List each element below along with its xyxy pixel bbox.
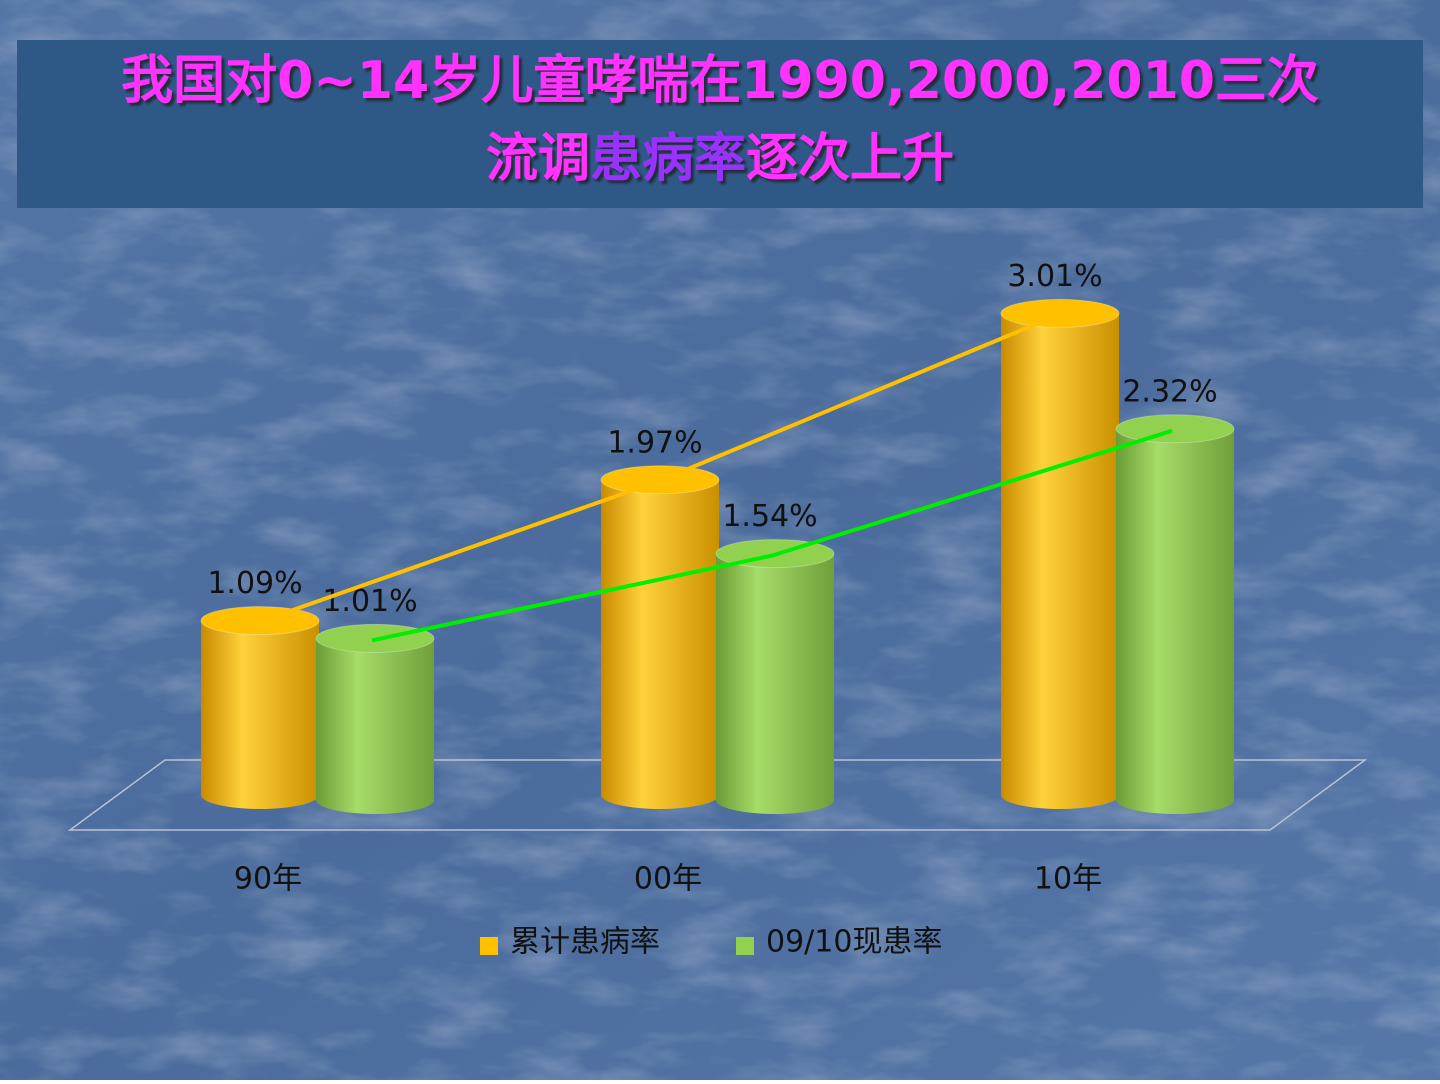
cylinder-top — [1000, 298, 1120, 328]
cylinder-body — [716, 553, 834, 800]
value-label: 1.97% — [607, 425, 702, 460]
cylinder-bottom — [201, 781, 319, 809]
legend-swatch — [736, 937, 754, 955]
legend-label: 09/10现患率 — [766, 925, 942, 960]
cylinder-bottom — [716, 786, 834, 814]
value-label: 1.54% — [722, 499, 817, 534]
cylinder-body — [316, 638, 434, 800]
chart-title: 我国对0~14岁儿童哮喘在1990,2000,2010三次 — [121, 51, 1319, 111]
cylinder-top — [1115, 414, 1235, 444]
cylinder-bottom — [601, 781, 719, 809]
cylinder-bottom — [1116, 786, 1234, 814]
cylinder-bottom — [316, 786, 434, 814]
x-tick-label: 90年 — [234, 862, 302, 897]
cylinder-body — [201, 620, 319, 795]
trend-line — [256, 313, 1058, 625]
title-highlight: 患病率 — [590, 129, 746, 189]
value-label: 3.01% — [1007, 259, 1102, 294]
legend-label: 累计患病率 — [510, 925, 660, 960]
value-label: 1.09% — [207, 566, 302, 601]
x-tick-label: 10年 — [1034, 862, 1102, 897]
title-part: 逐次上升 — [746, 129, 954, 189]
title-box — [17, 40, 1423, 208]
x-tick-label: 00年 — [634, 862, 702, 897]
chart-title: 流调患病率逐次上升 — [486, 129, 954, 189]
cylinder-bottom — [1001, 781, 1119, 809]
floor — [67, 759, 1368, 831]
cylinder-body — [1116, 428, 1234, 800]
value-label: 2.32% — [1122, 374, 1217, 409]
legend-swatch — [480, 937, 498, 955]
title-part: 流调 — [486, 129, 590, 189]
value-label: 1.01% — [322, 584, 417, 619]
cylinder-body — [601, 479, 719, 795]
cylinder-body — [1001, 313, 1119, 795]
trend-line — [371, 428, 1173, 643]
